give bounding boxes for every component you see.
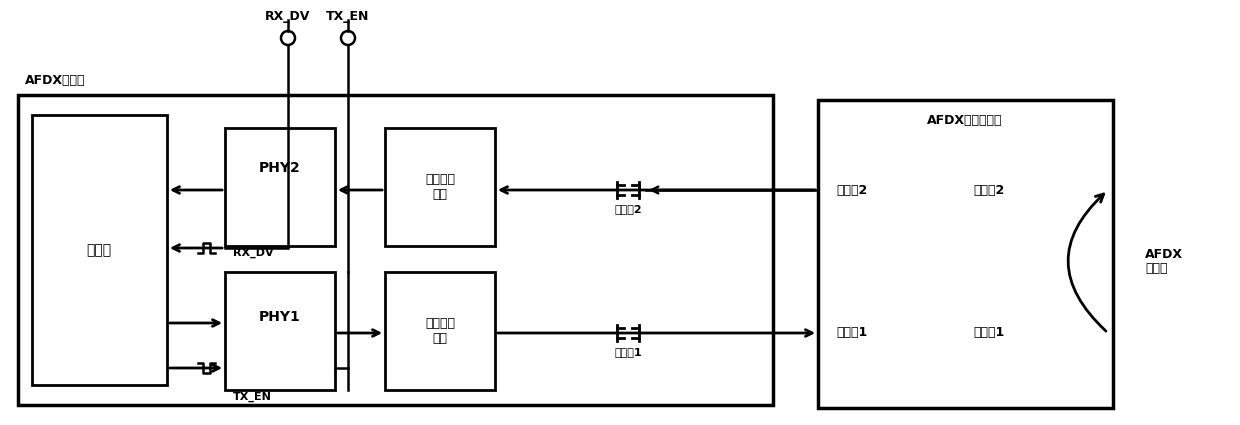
- Text: AFDX端系统: AFDX端系统: [25, 74, 86, 87]
- Bar: [224, 128, 335, 246]
- Bar: [615, 323, 641, 343]
- Text: 电接口1: 电接口1: [836, 326, 867, 340]
- Text: PHY1: PHY1: [259, 310, 301, 324]
- Text: RX_DV: RX_DV: [265, 10, 311, 23]
- Text: 以太网变
压器: 以太网变 压器: [425, 173, 455, 201]
- Text: 电接口2: 电接口2: [614, 204, 642, 214]
- Text: 以太网变
压器: 以太网变 压器: [425, 317, 455, 345]
- Text: PHY2: PHY2: [259, 161, 301, 175]
- Bar: [19, 95, 773, 405]
- Bar: [32, 115, 167, 385]
- Bar: [615, 180, 641, 200]
- Text: 光接口1: 光接口1: [973, 326, 1004, 340]
- Bar: [384, 128, 495, 246]
- Bar: [618, 324, 639, 342]
- Text: 电接口1: 电接口1: [614, 347, 642, 357]
- Bar: [618, 181, 639, 199]
- Bar: [384, 272, 495, 390]
- Text: 光接口2: 光接口2: [973, 184, 1004, 196]
- Text: RX_DV: RX_DV: [233, 248, 274, 258]
- Text: 电接口2: 电接口2: [836, 184, 867, 196]
- Text: TX_EN: TX_EN: [326, 10, 370, 23]
- Text: AFDX光电转换器: AFDX光电转换器: [928, 113, 1003, 127]
- Bar: [818, 100, 1114, 408]
- Text: TX_EN: TX_EN: [233, 392, 272, 402]
- Text: AFDX
数据帧: AFDX 数据帧: [1145, 247, 1183, 275]
- Bar: [224, 272, 335, 390]
- Text: 处理器: 处理器: [87, 243, 112, 257]
